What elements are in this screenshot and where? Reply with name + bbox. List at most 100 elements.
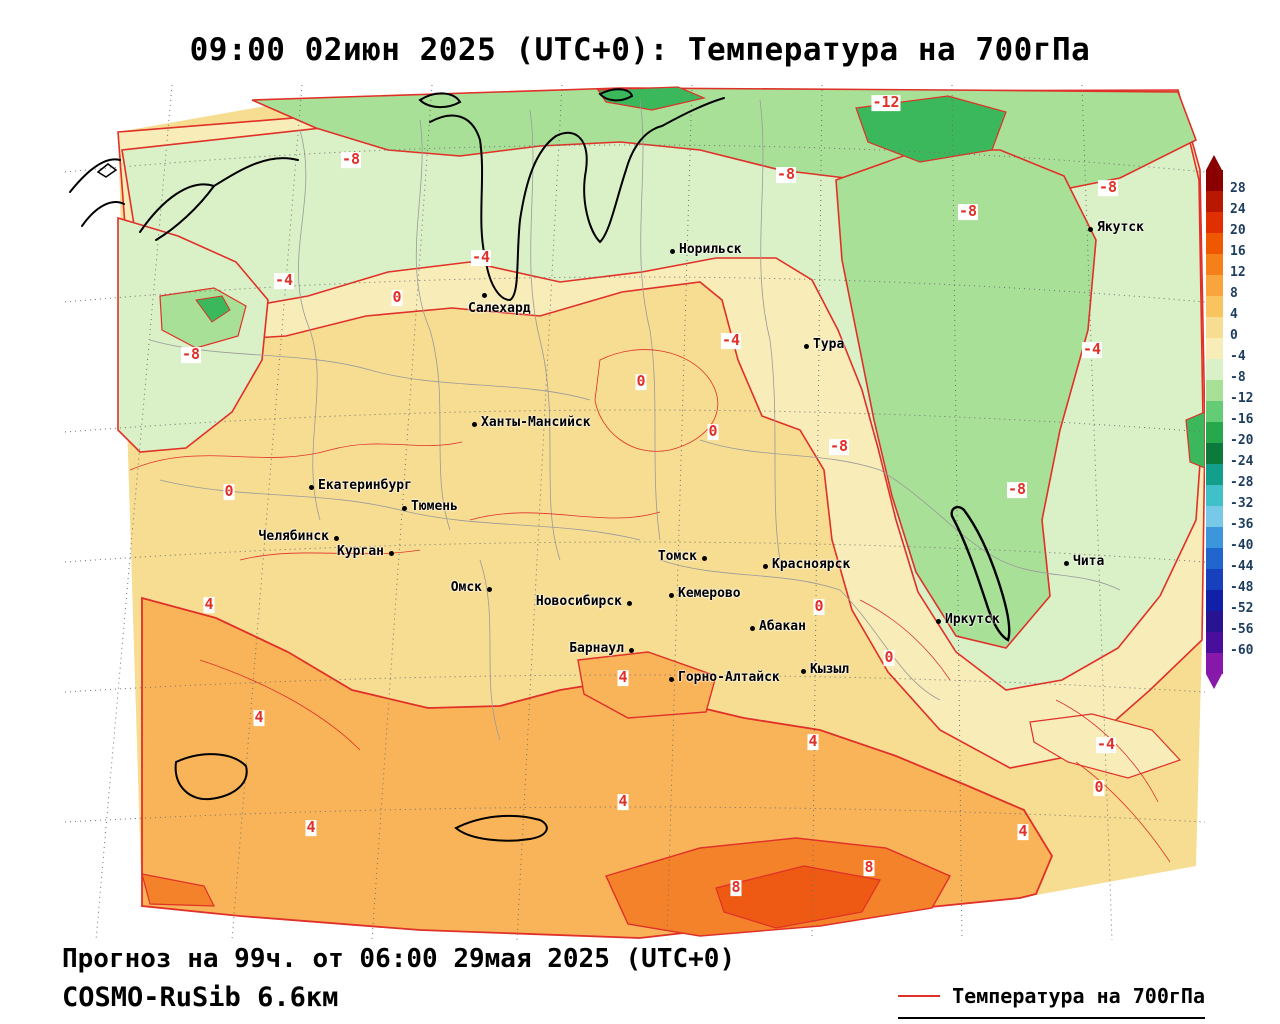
- colorbar: [1206, 170, 1223, 674]
- colorbar-tick-label: 28: [1230, 181, 1246, 196]
- contour-value-label: -8: [1006, 480, 1028, 499]
- colorbar-segment: [1206, 590, 1223, 611]
- coastline: [69, 88, 1011, 842]
- city-label: Абакан: [759, 619, 806, 634]
- city-label: Кемерово: [678, 586, 741, 601]
- colorbar-segment: [1206, 527, 1223, 548]
- contour-value-label: -12: [871, 93, 901, 112]
- contour-value-label: -4: [1081, 340, 1103, 359]
- city-label: Омск: [450, 580, 482, 595]
- colorbar-segment: [1206, 380, 1223, 401]
- colorbar-segment: [1206, 653, 1223, 674]
- temperature-zones: [117, 86, 1205, 939]
- model-text: COSMO-RuSib 6.6км: [62, 982, 339, 1013]
- colorbar-tick-label: 20: [1230, 223, 1246, 238]
- colorbar-segment: [1206, 212, 1223, 233]
- city-label: Курган: [337, 544, 384, 559]
- contour-value-label: 4: [253, 708, 265, 727]
- colorbar-tick-label: -40: [1230, 538, 1254, 553]
- contour-value-label: -4: [273, 271, 295, 290]
- city-label: Тура: [813, 337, 845, 352]
- colorbar-tick-label: -28: [1230, 475, 1254, 490]
- city-dot: [935, 618, 941, 624]
- colorbar-tick-label: -60: [1230, 643, 1254, 658]
- colorbar-segment: [1206, 569, 1223, 590]
- contour-value-label: -4: [720, 331, 742, 350]
- city-label: Челябинск: [258, 529, 329, 544]
- contour-value-label: -8: [828, 437, 850, 456]
- colorbar-tick-label: -4: [1230, 349, 1246, 364]
- city-dot: [749, 625, 755, 631]
- city-dot: [628, 647, 634, 653]
- colorbar-segment: [1206, 422, 1223, 443]
- city-dot: [481, 292, 487, 298]
- city-dot: [668, 676, 674, 682]
- contour-value-label: 0: [223, 482, 235, 501]
- admin-boundaries: [149, 99, 1121, 741]
- city-dot: [401, 505, 407, 511]
- city-label: Якутск: [1097, 220, 1144, 235]
- colorbar-tick-label: -32: [1230, 496, 1254, 511]
- city-label: Ханты-Мансийск: [481, 415, 591, 430]
- city-label: Иркутск: [945, 612, 1000, 627]
- colorbar-segment: [1206, 275, 1223, 296]
- colorbar-tick-label: 4: [1230, 307, 1238, 322]
- contour-value-label: 8: [730, 878, 742, 897]
- colorbar-segment: [1206, 233, 1223, 254]
- city-label: Тюмень: [411, 499, 458, 514]
- colorbar-tick-label: -36: [1230, 517, 1254, 532]
- city-dot: [1063, 560, 1069, 566]
- city-dot: [471, 421, 477, 427]
- colorbar-segment: [1206, 338, 1223, 359]
- contour-value-label: -4: [470, 248, 492, 267]
- colorbar-tick-label: -48: [1230, 580, 1254, 595]
- city-label: Чита: [1073, 554, 1105, 569]
- city-label: Барнаул: [569, 641, 624, 656]
- colorbar-segment: [1206, 464, 1223, 485]
- colorbar-tick-label: -12: [1230, 391, 1254, 406]
- city-label: Кызыл: [810, 662, 850, 677]
- colorbar-segment: [1206, 632, 1223, 653]
- city-dot: [1087, 226, 1093, 232]
- contour-value-label: -4: [1095, 735, 1117, 754]
- contour-value-label: 0: [813, 597, 825, 616]
- city-label: Томск: [657, 549, 697, 564]
- colorbar-arrow-bottom: [1206, 674, 1222, 689]
- colorbar-tick-label: 12: [1230, 265, 1246, 280]
- contour-value-label: -8: [1097, 178, 1119, 197]
- city-dot: [333, 535, 339, 541]
- contour-value-label: 4: [617, 792, 629, 811]
- city-label: Горно-Алтайск: [678, 670, 780, 685]
- city-dot: [803, 343, 809, 349]
- colorbar-segment: [1206, 506, 1223, 527]
- legend-line-sample: [898, 995, 941, 997]
- contour-value-label: -8: [340, 150, 362, 169]
- colorbar-tick-label: 16: [1230, 244, 1246, 259]
- lake-baikal: [950, 505, 1011, 642]
- city-label: Салехард: [468, 301, 531, 316]
- contour-value-label: 8: [863, 858, 875, 877]
- contour-value-label: 0: [707, 422, 719, 441]
- colorbar-tick-label: 0: [1230, 328, 1238, 343]
- city-dot: [701, 555, 707, 561]
- colorbar-segment: [1206, 317, 1223, 338]
- city-label: Красноярск: [772, 557, 851, 572]
- graticule: [65, 85, 1205, 940]
- colorbar-segment: [1206, 443, 1223, 464]
- city-dot: [800, 668, 806, 674]
- colorbar-tick-label: -16: [1230, 412, 1254, 427]
- city-label: Норильск: [679, 242, 742, 257]
- city-dot: [762, 563, 768, 569]
- colorbar-segment: [1206, 170, 1223, 191]
- forecast-text: Прогноз на 99ч. от 06:00 29мая 2025 (UTC…: [62, 944, 736, 974]
- city-dot: [308, 484, 314, 490]
- contour-value-label: 4: [203, 595, 215, 614]
- colorbar-tick-label: 24: [1230, 202, 1246, 217]
- city-dot: [669, 248, 675, 254]
- contour-value-label: 4: [617, 668, 629, 687]
- colorbar-segment: [1206, 401, 1223, 422]
- colorbar-segment: [1206, 296, 1223, 317]
- colorbar-segment: [1206, 611, 1223, 632]
